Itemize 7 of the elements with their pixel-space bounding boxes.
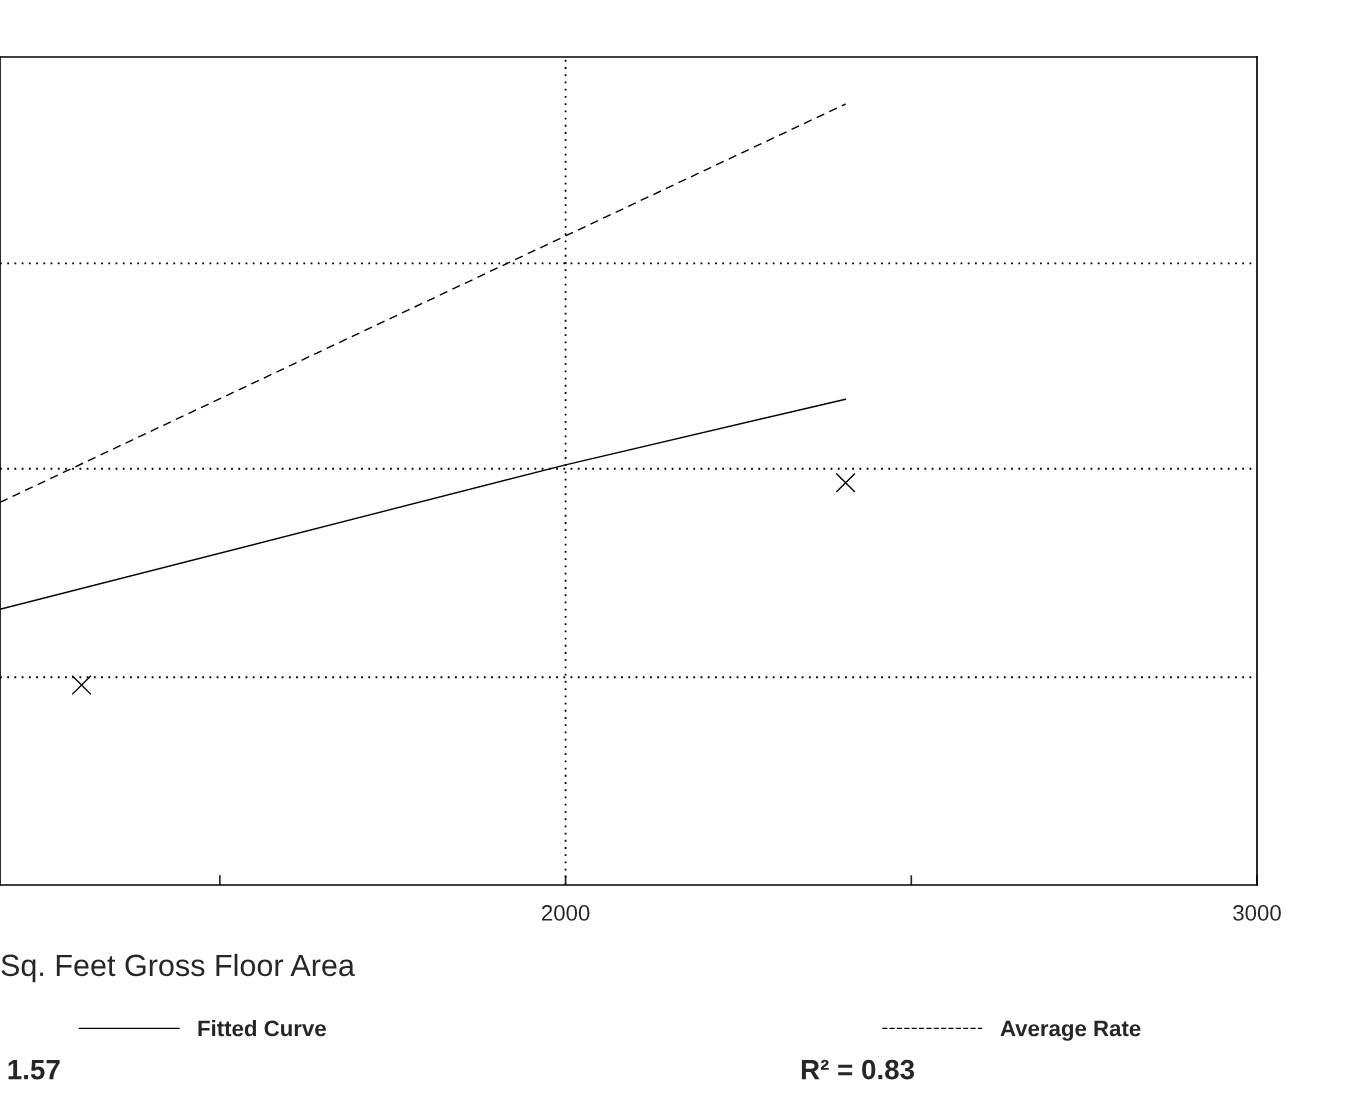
x-tick-label: 3000 xyxy=(1233,905,1281,921)
text: R² = 0.83 xyxy=(801,1059,915,1080)
text: 1.57 xyxy=(8,1060,60,1080)
x-axis-title: Sq. Feet Gross Floor Area xyxy=(1,953,355,983)
legend-label: Average Rate xyxy=(1000,1020,1141,1041)
legend-label: Fitted Curve xyxy=(198,1020,326,1037)
x-tick-label: 2000 xyxy=(541,905,590,921)
